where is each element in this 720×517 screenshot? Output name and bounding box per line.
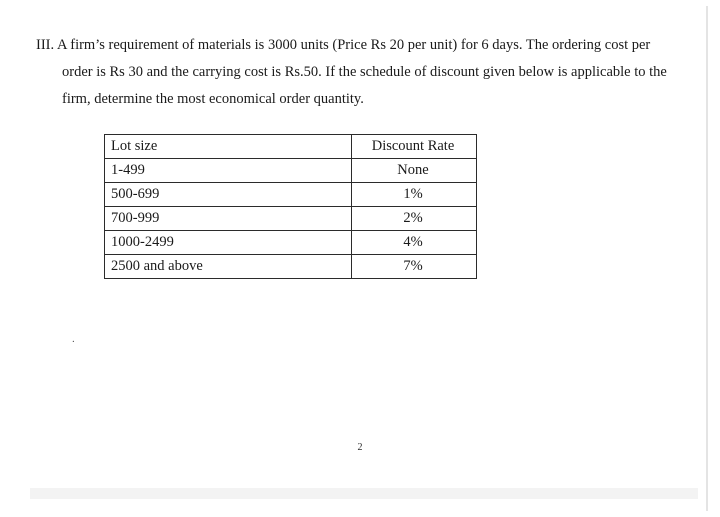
right-margin-rule [706,6,708,511]
header-discount-rate: Discount Rate [352,135,477,159]
table-row: 1-499 None [105,159,477,183]
stray-dot: . [72,333,75,345]
page: III. A firm’s requirement of materials i… [0,0,720,517]
cell-lot: 1-499 [105,159,352,183]
cell-disc: 4% [352,231,477,255]
cell-disc: None [352,159,477,183]
cell-lot: 500-699 [105,183,352,207]
question-text: III. A firm’s requirement of materials i… [36,32,684,112]
question-marker: III. [36,37,54,53]
page-number: 2 [0,442,720,453]
cell-lot: 1000-2499 [105,231,352,255]
header-lot-size: Lot size [105,135,352,159]
footer-bar [30,488,698,499]
table-row: 500-699 1% [105,183,477,207]
cell-lot: 700-999 [105,207,352,231]
cell-lot: 2500 and above [105,255,352,279]
table-row: 2500 and above 7% [105,255,477,279]
table-row: 700-999 2% [105,207,477,231]
table-header-row: Lot size Discount Rate [105,135,477,159]
table-row: 1000-2499 4% [105,231,477,255]
cell-disc: 1% [352,183,477,207]
cell-disc: 7% [352,255,477,279]
discount-table: Lot size Discount Rate 1-499 None 500-69… [104,134,477,279]
cell-disc: 2% [352,207,477,231]
question-line-1: A firm’s requirement of materials is 300… [57,37,601,53]
